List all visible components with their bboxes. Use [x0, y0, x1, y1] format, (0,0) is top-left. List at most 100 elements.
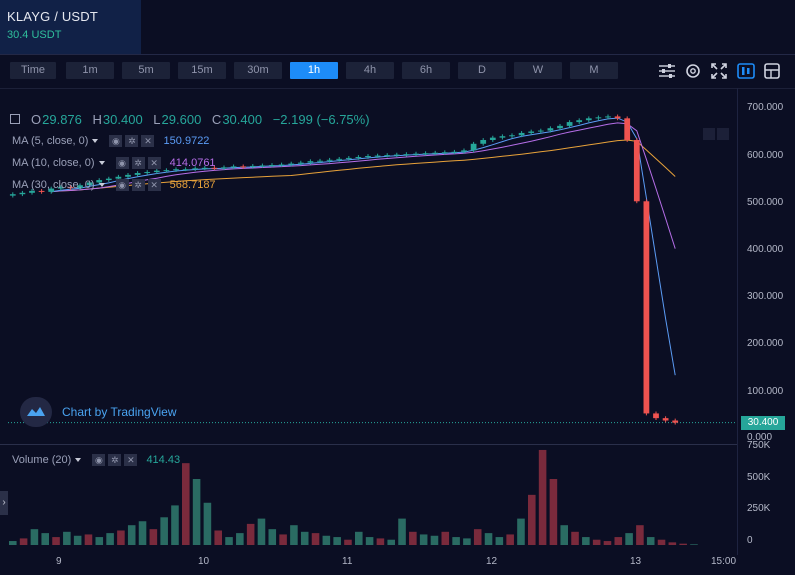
gear-icon[interactable]: ✲ — [131, 157, 145, 170]
volume-bar — [538, 449, 547, 545]
tf-1m-button[interactable]: 1m — [66, 62, 114, 79]
x-tick-label: 10 — [198, 556, 210, 567]
gear-icon[interactable]: ✲ — [131, 179, 145, 192]
tf-5m-button[interactable]: 5m — [122, 62, 170, 79]
candle — [403, 154, 410, 156]
tf-30m-button[interactable]: 30m — [234, 62, 282, 79]
candle — [105, 178, 112, 181]
volume-bar — [246, 523, 255, 545]
volume-legend[interactable]: Volume (20) ◉ ✲ ✕ 414.43 — [12, 454, 181, 467]
volume-bar — [603, 541, 612, 545]
candle — [125, 174, 131, 177]
tf-4h-button[interactable]: 4h — [346, 62, 394, 79]
tf-15m-button[interactable]: 15m — [178, 62, 226, 79]
x-tick-label: 9 — [56, 556, 62, 567]
volume-bar — [365, 537, 374, 545]
candle — [9, 194, 16, 196]
bar-style-icon[interactable] — [736, 61, 756, 81]
time-axis[interactable]: 9 10 11 12 13 15:00 — [0, 555, 795, 575]
volume-bar — [614, 537, 623, 545]
eye-icon[interactable]: ◉ — [92, 454, 106, 467]
chevron-down-icon[interactable] — [92, 139, 99, 144]
x-tick-label: 15:00 — [711, 556, 737, 567]
close-icon[interactable]: ✕ — [124, 454, 138, 467]
volume-bar — [657, 539, 666, 545]
volume-value: 414.43 — [146, 454, 181, 466]
volume-bar — [430, 535, 439, 545]
candle — [173, 169, 179, 171]
pane-down-button[interactable] — [717, 128, 729, 140]
ohlc-open-key: O — [31, 112, 42, 127]
pane-up-button[interactable] — [703, 128, 715, 140]
candle — [355, 156, 362, 158]
candle — [67, 187, 74, 189]
eye-icon[interactable]: ◉ — [109, 135, 123, 148]
close-icon[interactable]: ✕ — [147, 179, 161, 192]
chevron-down-icon[interactable] — [98, 161, 105, 166]
candle — [144, 172, 151, 174]
gear-icon[interactable] — [683, 61, 703, 81]
candle — [317, 160, 323, 162]
tf-w-button[interactable]: W — [514, 62, 562, 79]
eye-icon[interactable]: ◉ — [115, 157, 129, 170]
fullscreen-icon[interactable] — [709, 61, 729, 81]
volume-bar — [473, 529, 482, 545]
ohlc-legend: O29.876 H30.400 L29.600 C30.400 −2.199 (… — [31, 112, 370, 127]
chart-toolbar: Time 1m 5m 15m 30m 1h 4h 6h D W M — [0, 57, 795, 85]
volume-bar — [322, 535, 331, 545]
candle — [29, 190, 35, 193]
close-icon[interactable]: ✕ — [141, 135, 155, 148]
symbol-header[interactable]: KLAYG / USDT 30.4 USDT — [0, 0, 141, 54]
screenshot-icon[interactable] — [762, 61, 782, 81]
header-divider — [0, 54, 795, 55]
pane-divider[interactable] — [0, 444, 737, 445]
ohlc-low: 29.600 — [161, 112, 202, 127]
volume-bar — [484, 533, 493, 545]
candle — [461, 150, 467, 152]
chevron-down-icon[interactable] — [75, 458, 82, 463]
ohlc-high: 30.400 — [102, 112, 143, 127]
gear-icon[interactable]: ✲ — [125, 135, 139, 148]
candle — [451, 151, 458, 153]
branding-text[interactable]: Chart by TradingView — [62, 405, 177, 419]
volume-bar — [30, 529, 39, 545]
ma30-legend[interactable]: MA (30, close, 0) ◉ ✲ ✕ 568.7187 — [12, 179, 216, 192]
candle — [585, 118, 592, 121]
current-price: 30.4 USDT — [7, 29, 62, 41]
indicator-settings-icon[interactable] — [657, 61, 677, 81]
ma10-legend[interactable]: MA (10, close, 0) ◉ ✲ ✕ 414.0761 — [12, 157, 216, 170]
y-tick-label: 300.000 — [747, 291, 784, 302]
gear-icon[interactable]: ✲ — [108, 454, 122, 467]
ohlc-close: 30.400 — [222, 112, 263, 127]
candle — [134, 173, 141, 175]
chevron-down-icon[interactable] — [98, 183, 105, 188]
volume-bar — [268, 529, 277, 545]
tf-6h-button[interactable]: 6h — [402, 62, 450, 79]
tf-m-button[interactable]: M — [570, 62, 618, 79]
ma10-line — [51, 122, 676, 249]
candle — [163, 170, 170, 172]
tf-1h-button[interactable]: 1h — [290, 62, 338, 79]
candle — [192, 168, 199, 170]
candle — [413, 153, 419, 155]
collapse-panel-handle[interactable]: › — [0, 491, 8, 515]
volume-bar — [517, 518, 525, 545]
candle — [653, 413, 659, 419]
pane-controls[interactable] — [703, 127, 731, 145]
tf-d-button[interactable]: D — [458, 62, 506, 79]
volume-bar — [41, 533, 50, 545]
candle — [643, 201, 650, 414]
candle — [182, 169, 189, 171]
volume-bar — [398, 518, 406, 545]
ma5-legend[interactable]: MA (5, close, 0) ◉ ✲ ✕ 150.9722 — [12, 135, 209, 148]
candle — [240, 166, 247, 168]
eye-icon[interactable]: ◉ — [115, 179, 129, 192]
tf-time-button[interactable]: Time — [10, 62, 56, 79]
legend-collapse-toggle[interactable] — [10, 114, 20, 124]
volume-bar — [679, 543, 687, 545]
close-icon[interactable]: ✕ — [147, 157, 161, 170]
candle — [77, 185, 83, 189]
candle — [326, 159, 333, 161]
volume-tick-label: 500K — [747, 472, 771, 483]
